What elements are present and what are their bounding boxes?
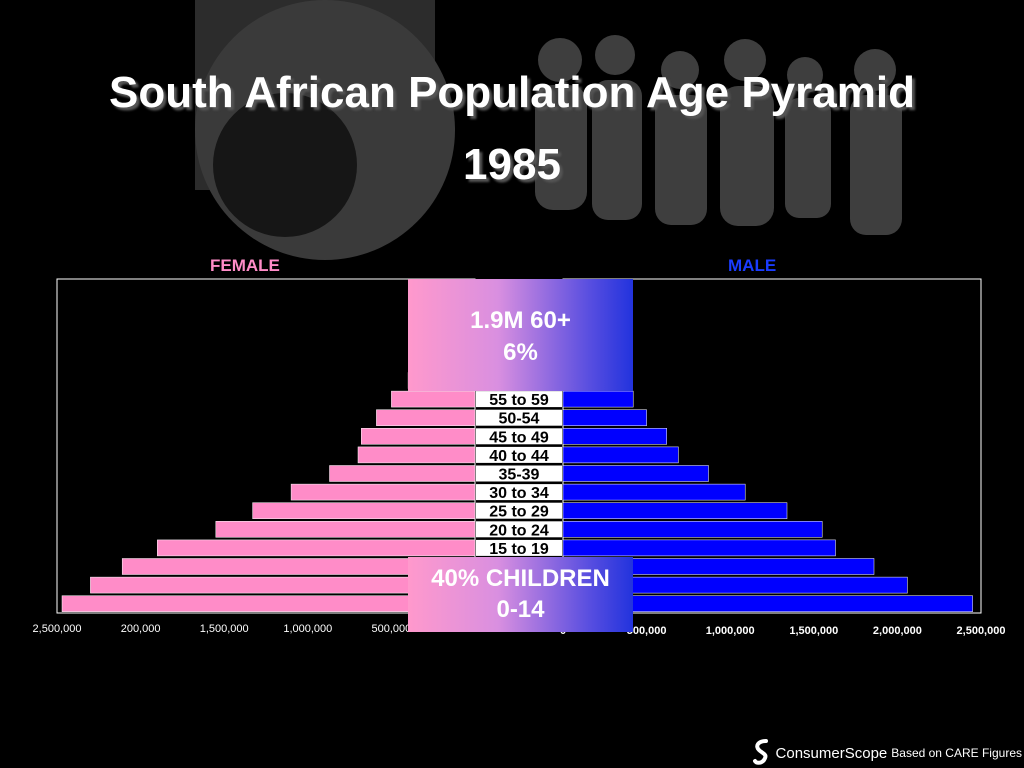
female-bar-6 xyxy=(290,483,476,501)
female-bar-7 xyxy=(329,465,476,482)
age-label-bg-10 xyxy=(476,409,562,426)
consumerscope-logo-icon xyxy=(752,739,768,765)
male-bar-11 xyxy=(562,390,634,408)
male-tick-3: 1,500,000 xyxy=(789,625,838,637)
female-tick-4: 500,000 xyxy=(372,623,412,635)
female-series-label: FEMALE xyxy=(210,256,280,275)
age-label-bg-8 xyxy=(476,446,562,463)
male-series-label: MALE xyxy=(728,256,777,275)
age-label-5: 25 to 29 xyxy=(489,504,549,521)
age-label-6: 30 to 34 xyxy=(489,485,549,502)
male-bar-10 xyxy=(562,409,647,426)
children-callout-range: 0-14 xyxy=(496,596,545,623)
chart-title: South African Population Age Pyramid xyxy=(109,68,915,117)
age-label-bg-6 xyxy=(476,484,562,501)
elderly-callout-percent: 6% xyxy=(503,339,538,366)
elderly-callout-count: 1.9M 60+ xyxy=(470,307,571,334)
age-label-bg-7 xyxy=(476,465,562,482)
children-callout-percent: 40% CHILDREN xyxy=(431,565,610,592)
male-bar-3 xyxy=(562,539,836,557)
children-callout: 40% CHILDREN 0-14 xyxy=(408,557,633,632)
age-label-9: 45 to 49 xyxy=(489,429,549,446)
age-label-bg-3 xyxy=(476,539,562,556)
chart-subtitle: 1985 xyxy=(463,140,561,189)
female-bar-9 xyxy=(361,428,476,445)
age-label-8: 40 to 44 xyxy=(489,448,549,465)
age-label-3: 15 to 19 xyxy=(489,541,549,558)
female-tick-2: 1,500,000 xyxy=(200,623,249,635)
male-bar-6 xyxy=(562,483,746,501)
male-tick-1: 500,000 xyxy=(627,625,667,637)
source-note: Based on CARE Figures xyxy=(891,746,1022,760)
female-bar-11 xyxy=(391,390,476,408)
age-label-7: 35-39 xyxy=(499,467,540,484)
male-bar-5 xyxy=(562,502,788,519)
footer-source: ConsumerScope Based on CARE Figures xyxy=(752,738,1022,768)
female-bar-4 xyxy=(215,521,476,538)
age-label-11: 55 to 59 xyxy=(489,392,549,409)
age-label-4: 20 to 24 xyxy=(489,522,549,539)
male-tick-2: 1,000,000 xyxy=(706,625,755,637)
age-label-10: 50-54 xyxy=(499,411,540,428)
female-bar-8 xyxy=(357,446,476,464)
female-tick-3: 1,000,000 xyxy=(283,623,332,635)
female-tick-0: 2,500,000 xyxy=(33,623,82,635)
male-bar-8 xyxy=(562,446,679,464)
male-tick-5: 2,500,000 xyxy=(957,625,1006,637)
female-bar-10 xyxy=(376,409,476,426)
female-bar-3 xyxy=(157,539,476,557)
brand-name: ConsumerScope xyxy=(775,744,888,762)
male-bar-4 xyxy=(562,521,823,538)
age-label-bg-9 xyxy=(476,428,562,445)
female-tick-1: 200,000 xyxy=(121,623,161,635)
male-bar-9 xyxy=(562,428,667,445)
elderly-callout: 1.9M 60+ 6% xyxy=(408,279,633,391)
age-label-bg-4 xyxy=(476,521,562,538)
male-tick-4: 2,000,000 xyxy=(873,625,922,637)
female-bar-5 xyxy=(252,502,476,519)
female-plot-area xyxy=(56,278,476,614)
male-bar-7 xyxy=(562,465,709,482)
age-label-bg-11 xyxy=(476,391,562,408)
age-label-bg-5 xyxy=(476,502,562,519)
